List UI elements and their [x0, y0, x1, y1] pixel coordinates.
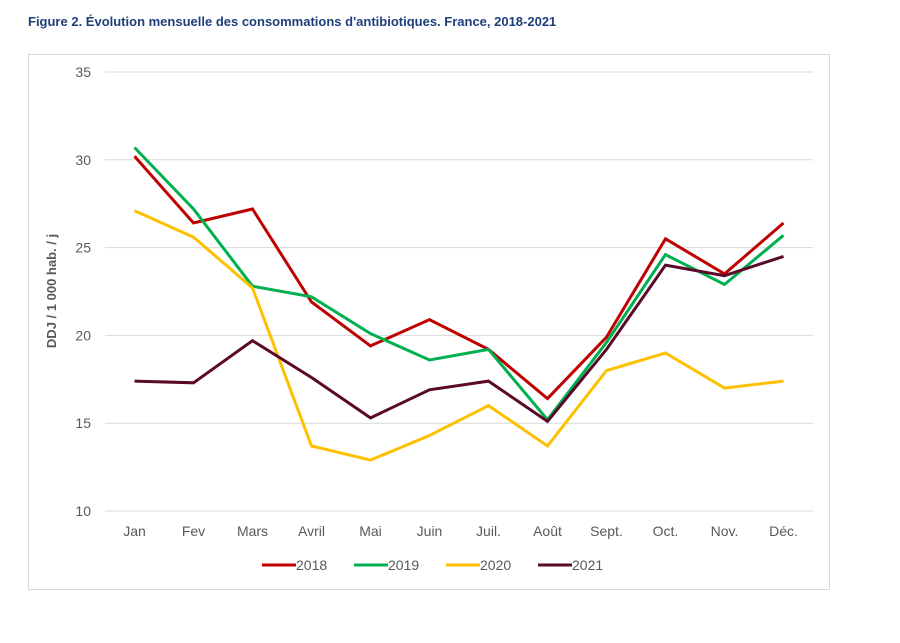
x-tick-label: Mars — [237, 523, 268, 539]
x-tick-label: Déc. — [769, 523, 798, 539]
legend-label-2021: 2021 — [572, 557, 603, 573]
series-lines — [133, 146, 785, 462]
legend-label-2018: 2018 — [296, 557, 327, 573]
x-tick-label: Nov. — [711, 523, 739, 539]
y-tick-label: 35 — [75, 64, 91, 80]
legend-label-2020: 2020 — [480, 557, 511, 573]
x-tick-label: Mai — [359, 523, 382, 539]
x-tick-label: Juil. — [476, 523, 501, 539]
x-tick-label: Août — [533, 523, 562, 539]
x-tick-label: Jan — [123, 523, 146, 539]
series-line-2018 — [133, 155, 785, 401]
y-tick-label: 30 — [75, 152, 91, 168]
gridlines — [105, 71, 813, 512]
chart-frame — [28, 54, 830, 590]
y-axis-label: DDJ / 1 000 hab. / j — [44, 234, 59, 348]
series-line-2020 — [133, 209, 784, 462]
legend-label-2019: 2019 — [388, 557, 419, 573]
legend: 2018 2019 2020 2021 — [262, 557, 603, 573]
figure-title: Figure 2. Évolution mensuelle des consom… — [28, 14, 557, 29]
x-axis-ticks: Jan Fev Mars Avril Mai Juin Juil. Août Sept. Oct.… — [123, 523, 798, 539]
x-tick-label: Sept. — [590, 523, 623, 539]
series-line-2021 — [134, 254, 784, 424]
x-tick-label: Avril — [298, 523, 325, 539]
x-tick-label: Oct. — [653, 523, 679, 539]
y-tick-label: 15 — [75, 415, 91, 431]
y-tick-label: 25 — [75, 240, 91, 256]
y-axis-ticks: 10 15 20 25 30 35 — [75, 64, 91, 519]
series-line-2019 — [133, 146, 785, 423]
x-tick-label: Juin — [417, 523, 443, 539]
y-tick-label: 20 — [75, 327, 91, 343]
y-tick-label: 10 — [75, 503, 91, 519]
x-tick-label: Fev — [182, 523, 205, 539]
